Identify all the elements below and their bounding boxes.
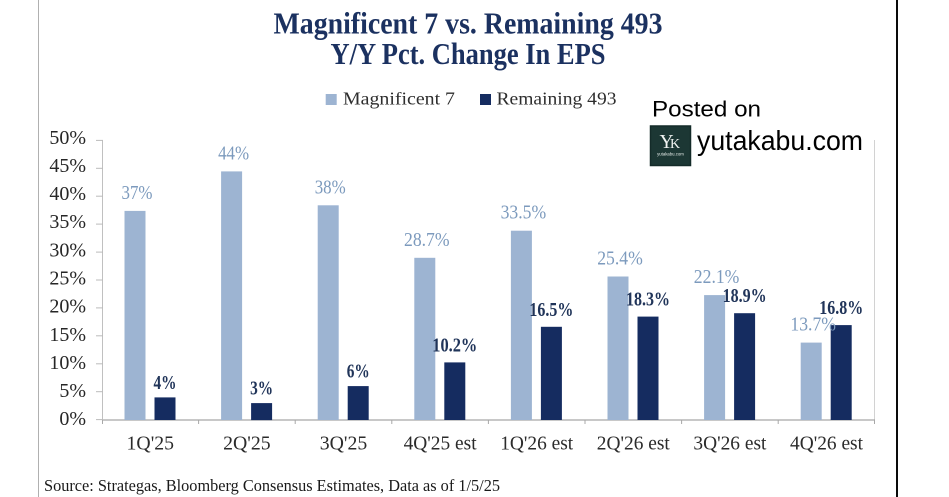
svg-text:37%: 37% [122,182,153,204]
svg-text:Magnificent 7 vs. Remaining 49: Magnificent 7 vs. Remaining 493 [274,6,663,41]
svg-text:30%: 30% [49,239,86,261]
svg-text:2Q'25: 2Q'25 [223,433,271,455]
svg-text:Magnificent 7: Magnificent 7 [343,88,455,108]
svg-text:40%: 40% [49,183,86,205]
svg-text:1Q'25: 1Q'25 [127,433,175,455]
svg-text:25.4%: 25.4% [597,248,643,270]
svg-text:20%: 20% [49,296,86,318]
svg-text:4%: 4% [154,372,177,394]
svg-text:1Q'26 est: 1Q'26 est [500,433,573,455]
svg-text:16.8%: 16.8% [819,297,863,319]
svg-text:33.5%: 33.5% [501,202,547,224]
svg-text:15%: 15% [49,324,86,346]
svg-text:35%: 35% [49,211,86,233]
svg-text:50%: 50% [49,127,86,149]
svg-text:4Q'25 est: 4Q'25 est [404,433,477,455]
svg-text:22.1%: 22.1% [694,266,740,288]
svg-text:Source: Strategas, Bloomberg C: Source: Strategas, Bloomberg Consensus E… [44,476,500,495]
svg-text:13.7%: 13.7% [790,314,836,336]
svg-text:44%: 44% [218,142,249,164]
svg-text:28.7%: 28.7% [404,229,450,251]
svg-text:3Q'26 est: 3Q'26 est [693,433,766,455]
svg-text:18.3%: 18.3% [626,289,670,311]
svg-text:Y: Y [659,132,673,153]
svg-text:4Q'26 est: 4Q'26 est [790,433,863,455]
svg-text:5%: 5% [59,380,86,402]
svg-text:yutakabu.com: yutakabu.com [657,152,684,157]
svg-text:38%: 38% [315,176,346,198]
svg-text:10.2%: 10.2% [432,334,477,356]
svg-text:K: K [670,137,680,152]
svg-text:Y/Y Pct. Change In EPS: Y/Y Pct. Change In EPS [331,36,606,71]
svg-text:3%: 3% [250,378,273,400]
svg-text:25%: 25% [49,268,86,290]
svg-text:2Q'26 est: 2Q'26 est [597,433,670,455]
svg-text:10%: 10% [49,352,86,374]
svg-text:yutakabu.com: yutakabu.com [697,125,863,156]
svg-text:3Q'25: 3Q'25 [320,433,368,455]
svg-text:Remaining 493: Remaining 493 [497,88,617,108]
svg-text:18.9%: 18.9% [723,285,767,307]
svg-text:0%: 0% [59,408,86,430]
svg-text:Posted on: Posted on [652,96,761,121]
svg-text:45%: 45% [49,155,86,177]
svg-text:16.5%: 16.5% [529,299,573,321]
svg-text:6%: 6% [347,361,370,383]
